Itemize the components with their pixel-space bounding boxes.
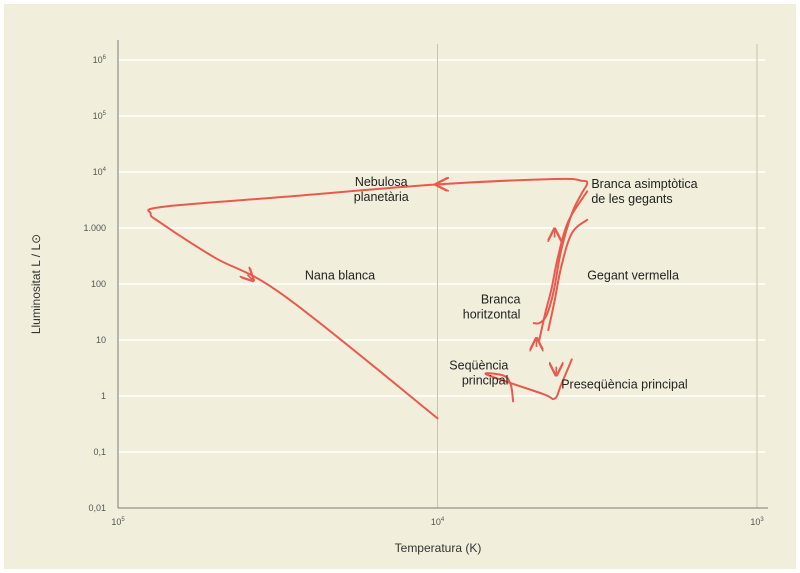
y-tick-label: 100 <box>91 279 106 289</box>
y-tick-label: 1 <box>101 391 106 401</box>
annotation-label: Nana blanca <box>305 269 375 283</box>
annotation-label: Preseqüència principal <box>561 378 687 392</box>
annotation-label: Gegant vermella <box>587 269 679 283</box>
x-tick-label: 103 <box>750 517 764 527</box>
grid-lines <box>118 44 765 508</box>
annotation-label: Seqüència principal <box>449 358 508 387</box>
axes <box>117 40 768 509</box>
y-tick-label: 106 <box>93 55 107 65</box>
track-segment-1 <box>484 358 573 403</box>
track-segment-4 <box>547 218 589 332</box>
x-tick-label: 105 <box>111 517 125 527</box>
y-tick-label: 0,1 <box>93 447 106 457</box>
y-tick-labels: 106 105 104 1.000 100 10 1 0,1 0,01 <box>83 55 106 513</box>
annotation-label: Nebulosa planetària <box>354 175 409 204</box>
track-segment-2 <box>147 177 589 420</box>
direction-arrow <box>247 275 252 280</box>
evolution-track <box>147 177 589 420</box>
annotations: Nebulosa planetària Branca asimptòtica de l… <box>305 175 698 392</box>
y-axis-title: Lluminositat L / L⊙ <box>29 234 43 334</box>
annotation-label: Branca asimptòtica de les gegants <box>591 177 697 206</box>
diagram-background <box>4 4 796 569</box>
annotation-label: Branca horitzontal <box>463 292 521 321</box>
direction-arrows <box>247 184 556 373</box>
y-tick-label: 10 <box>96 335 106 345</box>
x-tick-labels: 105 104 103 <box>111 517 764 527</box>
x-axis-title: Temperatura (K) <box>395 541 482 555</box>
x-tick-label: 104 <box>431 517 445 527</box>
y-tick-label: 0,01 <box>88 503 106 513</box>
y-tick-label: 104 <box>93 167 107 177</box>
y-tick-label: 1.000 <box>83 223 106 233</box>
track-segment-3 <box>538 190 589 341</box>
y-tick-label: 105 <box>93 111 107 121</box>
